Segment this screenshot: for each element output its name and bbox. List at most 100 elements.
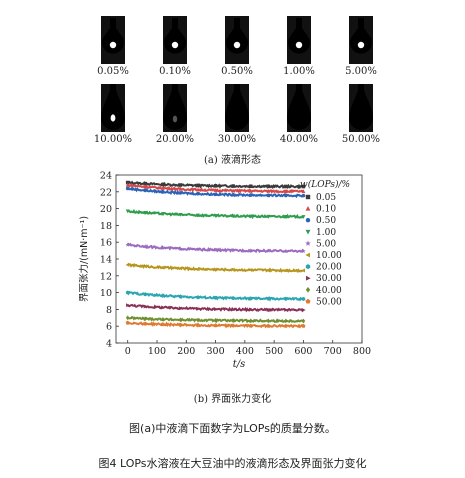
droplet-label: 10.00%: [93, 134, 133, 145]
data-point: [161, 182, 165, 187]
data-point: [178, 294, 183, 299]
data-point: [143, 264, 147, 269]
data-point: [213, 188, 218, 192]
droplet-image: [163, 84, 187, 132]
droplet-shape: [226, 28, 248, 54]
data-point: [283, 268, 288, 273]
y-tick-label: 24: [100, 171, 112, 182]
x-tick-label: 600: [294, 346, 312, 357]
data-point: [248, 193, 253, 197]
data-point: [143, 321, 148, 326]
droplet-label: 40.00%: [279, 134, 319, 145]
data-point: [213, 307, 218, 312]
data-point: [195, 267, 200, 271]
data-point: [161, 305, 166, 310]
data-point: [248, 268, 253, 273]
droplet-image: [349, 16, 373, 64]
figure-caption: 图4 LOPs水溶液在大豆油中的液滴形态及界面张力变化: [98, 457, 367, 470]
data-point: [284, 318, 288, 324]
droplet-label: 30.00%: [217, 134, 257, 145]
data-point: [213, 267, 218, 272]
data-point: [231, 192, 235, 197]
y-tick-label: 10: [100, 288, 112, 299]
droplet-image: [101, 84, 125, 132]
data-point: [301, 318, 306, 324]
legend-label: 30.00: [316, 274, 342, 284]
droplet-image: [287, 16, 311, 64]
data-point: [161, 190, 165, 194]
droplet-label: 0.05%: [97, 66, 129, 77]
legend-label: 5.00: [316, 239, 336, 249]
needle: [358, 84, 364, 92]
y-tick-label: 12: [100, 271, 112, 282]
data-point: [143, 181, 148, 186]
droplet-image: [287, 84, 311, 132]
data-point: [213, 184, 218, 188]
data-point: [231, 214, 236, 219]
data-point: [231, 323, 236, 328]
legend-marker: [305, 194, 311, 200]
droplet-image: [349, 84, 373, 132]
data-point: [213, 295, 218, 300]
data-point: [143, 184, 148, 189]
data-point: [195, 323, 201, 327]
droplet-highlight: [110, 114, 116, 122]
y-tick-label: 4: [106, 339, 112, 350]
figure-note: 图(a)中液滴下面数字为LOPs的质量分数。: [129, 422, 336, 435]
data-point: [301, 248, 306, 254]
data-point: [301, 193, 306, 198]
data-point: [266, 323, 271, 328]
data-point: [178, 266, 183, 271]
data-point: [196, 306, 201, 311]
droplet-grid: 0.05% 0.10% 0.50% 1.00% 5.00% 10.00% 20.00% 30.…: [82, 14, 392, 150]
series-1.00: [125, 208, 306, 220]
data-point: [248, 296, 253, 301]
x-axis-label: t/s: [233, 359, 246, 370]
data-point: [230, 267, 235, 272]
data-point: [284, 193, 288, 198]
data-point: [248, 323, 253, 328]
needle: [234, 84, 240, 92]
legend-label: 50.00: [316, 297, 342, 307]
data-point: [231, 307, 236, 312]
data-point: [266, 318, 271, 324]
legend-label: 0.10: [316, 205, 336, 215]
legend-marker: [305, 264, 311, 270]
series-10.00: [125, 262, 306, 273]
data-point: [301, 308, 306, 312]
droplet-label: 1.00%: [283, 66, 315, 77]
legend-label: 0.50: [316, 216, 336, 226]
data-point: [195, 247, 201, 252]
data-point: [213, 323, 218, 328]
droplet-highlight: [295, 41, 303, 49]
droplet-shape: [163, 90, 187, 130]
data-point: [125, 262, 130, 267]
data-point: [178, 246, 183, 251]
data-point: [125, 242, 130, 247]
data-point: [230, 247, 236, 253]
droplet-5: 5.00%: [330, 14, 392, 82]
x-tick-label: 700: [324, 346, 342, 357]
legend: w(LOPs)/% 0.05 0.100.50 1.005.00 10.00 20.003…: [300, 179, 350, 307]
droplet-shape: [350, 28, 372, 54]
droplet-shape: [287, 90, 311, 130]
x-tick-label: 0: [125, 346, 131, 357]
data-point: [284, 184, 288, 189]
series-30.00: [126, 303, 306, 313]
data-point: [266, 268, 270, 273]
droplet-image: [225, 16, 249, 64]
series-0.50: [125, 186, 306, 199]
data-point: [266, 296, 271, 301]
droplet-label: 5.00%: [345, 66, 377, 77]
x-tick-label: 200: [177, 346, 195, 357]
data-point: [143, 188, 148, 193]
droplet-10: 50.00%: [330, 82, 392, 150]
data-point: [249, 307, 253, 312]
data-point: [213, 318, 218, 323]
series-0.10: [125, 182, 306, 195]
data-point: [301, 184, 306, 189]
needle: [358, 18, 364, 30]
data-point: [266, 248, 271, 253]
data-point: [283, 189, 288, 193]
data-point: [301, 215, 306, 219]
